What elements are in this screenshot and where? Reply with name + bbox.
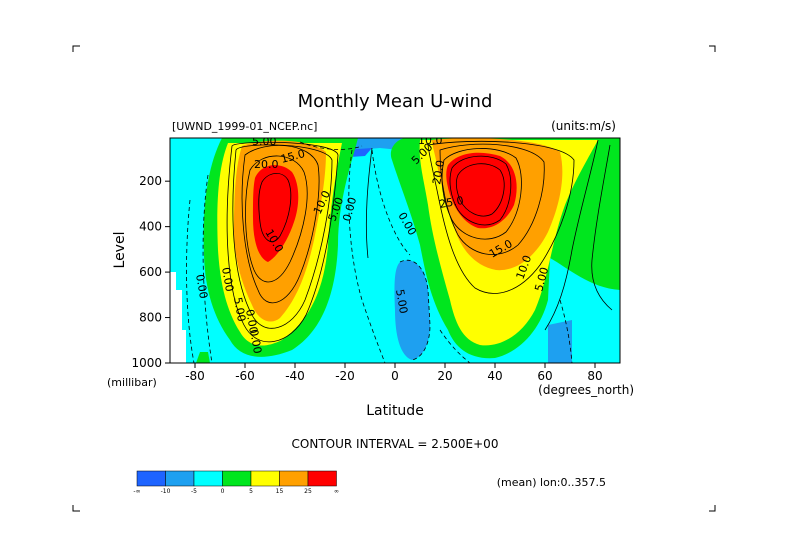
contour-label: 0.00 <box>340 196 359 223</box>
contour-label: 20.0 <box>254 158 279 171</box>
contour-label: 20.0 <box>430 159 447 185</box>
x-tick-label: 80 <box>587 369 602 383</box>
contour-lines <box>226 139 613 343</box>
x-axis-unit: (degrees_north) <box>538 383 634 397</box>
y-tick-label: 200 <box>139 174 162 188</box>
contour-label: 5.00 <box>393 288 410 314</box>
x-tick-label: 20 <box>437 369 452 383</box>
y-axis-unit: (millibar) <box>107 376 157 389</box>
contour-plot-area: 5.00 20.0 15.0 10.0 5.00 0.00 10.0 0.00 … <box>170 134 620 363</box>
contour-label: 25.0 <box>438 194 464 211</box>
contour-interval-text: CONTOUR INTERVAL = 2.500E+00 <box>292 437 499 451</box>
missing-data-region <box>170 272 186 363</box>
contour-label: 0.00 <box>219 266 236 292</box>
colorbar-label: -∞ <box>133 488 140 495</box>
negative-wind-region <box>394 260 430 360</box>
contour-label: 5.00 <box>252 135 277 148</box>
colorbar-swatch <box>136 470 166 487</box>
contour-label: 0.00 <box>243 308 260 334</box>
contour-label: 5.00 <box>231 296 248 322</box>
units-label: (units:m/s) <box>551 119 616 133</box>
x-tick-label: 40 <box>487 369 502 383</box>
contour-label: 0.00 <box>247 328 264 354</box>
x-tick-label: -80 <box>185 369 205 383</box>
y-tick-label: 400 <box>139 220 162 234</box>
footnote: (mean) lon:0..357.5 <box>497 476 606 489</box>
colorbar-swatch <box>165 470 195 487</box>
colorbar-swatch <box>279 470 309 487</box>
colorbar-label: 5 <box>249 488 253 495</box>
chart-title: Monthly Mean U-wind <box>298 91 493 112</box>
y-axis-label: Level <box>112 232 128 269</box>
colorbar: -∞ -10 -5 0 5 15 25 ∞ <box>133 470 339 495</box>
colorbar-label: 0 <box>221 488 225 495</box>
colorbar-label: ∞ <box>334 488 339 495</box>
jet-sh-red <box>253 165 299 262</box>
contour-lines-negative <box>186 141 573 363</box>
colorbar-swatch <box>250 470 280 487</box>
colorbar-swatch <box>222 470 252 487</box>
jet-nh-red <box>446 152 517 229</box>
x-tick-label: 0 <box>391 369 399 383</box>
negative-wind-region <box>548 320 572 363</box>
dataset-label: [UWND_1999-01_NCEP.nc] <box>172 120 317 133</box>
colorbar-label: -5 <box>191 488 197 495</box>
y-axis: 200 400 600 800 1000 <box>131 174 170 370</box>
colorbar-label: -10 <box>161 488 171 495</box>
x-tick-label: -40 <box>285 369 305 383</box>
y-tick-label: 1000 <box>131 356 162 370</box>
x-axis-label: Latitude <box>366 403 424 419</box>
colorbar-swatch <box>307 470 337 487</box>
contour-label: 0.00 <box>193 273 210 299</box>
contour-label: 10.0 <box>418 134 443 147</box>
contour-label: 15.0 <box>279 147 306 166</box>
x-axis: -80 -60 -40 -20 0 20 40 60 80 <box>185 363 603 383</box>
colorbar-swatch <box>193 470 223 487</box>
y-tick-label: 600 <box>139 265 162 279</box>
x-tick-label: -20 <box>335 369 355 383</box>
contour-label: 5.00 <box>532 266 551 293</box>
colorbar-label: 25 <box>304 488 312 495</box>
green-patch <box>196 352 210 363</box>
x-tick-label: -60 <box>235 369 255 383</box>
x-tick-label: 60 <box>537 369 552 383</box>
y-tick-label: 800 <box>139 311 162 325</box>
colorbar-label: 15 <box>276 488 284 495</box>
corner-marks <box>72 45 716 512</box>
